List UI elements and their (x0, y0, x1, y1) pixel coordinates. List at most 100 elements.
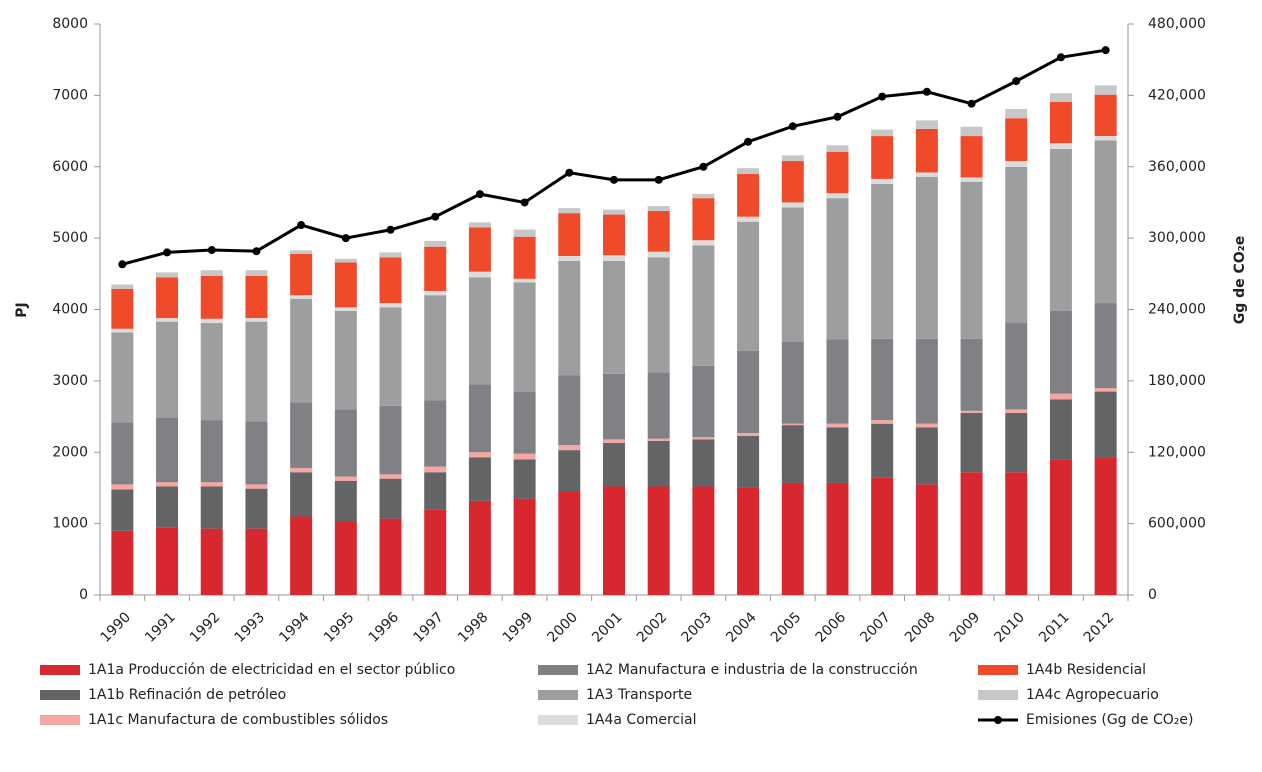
y2-tick-label: 0 (1148, 587, 1157, 603)
bar-segment (603, 260, 625, 374)
bar-segment (379, 474, 402, 479)
y2-tick-label: 180,000 (1148, 373, 1206, 389)
bar-segment (603, 373, 625, 440)
bar-segment (1005, 323, 1028, 410)
bar-segment (915, 338, 938, 424)
bar-segment (603, 486, 625, 595)
bar-segment (826, 339, 849, 424)
bar-segment (379, 307, 402, 406)
bar-segment (200, 323, 223, 421)
bar-segment (871, 136, 894, 179)
legend-marker (994, 716, 1002, 724)
y2-tick-label: 420,000 (1148, 87, 1206, 103)
bar-segment (915, 176, 938, 339)
bar-segment (1094, 136, 1117, 141)
legend-label: 1A2 Manufactura e industria de la constr… (586, 662, 918, 678)
bar-segment (826, 427, 849, 483)
bar-segment (915, 484, 938, 595)
bar-segment (111, 422, 134, 485)
bar-segment (334, 480, 357, 522)
bar-segment (1094, 94, 1117, 137)
bar-segment (468, 227, 491, 272)
bar-segment (156, 277, 179, 319)
emission-point (1101, 46, 1110, 55)
emission-point (207, 246, 216, 255)
legend-label: 1A4a Comercial (586, 712, 697, 728)
bar-segment (603, 209, 625, 215)
y-tick-label: 3000 (52, 373, 88, 389)
bar-segment (1005, 472, 1028, 595)
x-tick-label: 1994 (276, 609, 313, 646)
bar-segment (781, 341, 804, 424)
bar-segment (156, 321, 179, 418)
bar-segment (200, 486, 223, 529)
bar-segment (200, 482, 223, 487)
bar-segment (200, 275, 223, 319)
emission-point (654, 175, 663, 184)
bar-segment (781, 482, 804, 595)
bar-segment (379, 257, 402, 304)
bar-segment (871, 477, 894, 595)
bar-segment (111, 332, 134, 423)
bar-segment (513, 282, 536, 392)
bar-segment (781, 423, 804, 426)
legend-label: 1A4c Agropecuario (1026, 687, 1159, 703)
bar-segment (1094, 391, 1117, 458)
bar-segment (334, 310, 357, 410)
bar-segment (290, 402, 313, 468)
bar-segment (468, 277, 491, 385)
emission-point (788, 122, 797, 131)
bar-segment (826, 193, 849, 199)
bar-segment (647, 440, 670, 487)
x-tick-label: 1995 (321, 609, 358, 646)
bar-segment (781, 155, 804, 162)
bar-segment (692, 365, 715, 438)
bar-segment (424, 466, 447, 473)
bar-segment (781, 207, 804, 342)
legend-swatch (538, 665, 578, 675)
bar-segment (379, 303, 402, 308)
emission-point (252, 247, 261, 256)
bar-segment (513, 453, 536, 460)
bar-segment (379, 518, 402, 595)
bar-segment (737, 173, 760, 217)
emission-point (610, 175, 618, 184)
bar-segment (692, 198, 715, 241)
x-tick-label: 1998 (455, 609, 492, 646)
emission-point (297, 221, 306, 230)
emission-point (386, 225, 395, 234)
y2-tick-label: 240,000 (1148, 302, 1206, 318)
emission-point (118, 260, 127, 269)
bar-segment (424, 240, 447, 247)
bar-segment (647, 206, 670, 212)
bar-segment (826, 198, 849, 340)
bar-segment (826, 423, 849, 428)
bar-segment (871, 183, 894, 339)
bar-segment (468, 271, 491, 278)
bar-segment (960, 177, 983, 182)
y-tick-label: 1000 (52, 516, 88, 532)
bar-segment (468, 384, 491, 453)
bar-segment (200, 528, 223, 595)
bar-segment (1049, 459, 1072, 595)
bar-segment (781, 202, 804, 208)
bar-segment (1094, 85, 1117, 95)
bar-segment (915, 128, 938, 173)
y-tick-label: 4000 (52, 302, 88, 318)
bar-segment (1094, 303, 1117, 389)
y2-tick-label: 360,000 (1148, 159, 1206, 175)
x-tick-label: 1991 (142, 609, 179, 646)
bar-segment (558, 450, 581, 492)
bar-segment (915, 120, 938, 129)
bar-segment (737, 432, 760, 436)
legend-label: Emisiones (Gg de CO₂e) (1026, 712, 1193, 728)
bar-segment (334, 476, 357, 481)
bar-segment (871, 178, 894, 184)
y2-tick-label: 300,000 (1148, 230, 1206, 246)
bar-segment (915, 427, 938, 485)
bar-segment (871, 420, 894, 424)
bar-segment (156, 527, 179, 595)
bar-segment (647, 257, 670, 373)
bar-segment (915, 423, 938, 428)
bar-segment (692, 245, 715, 366)
